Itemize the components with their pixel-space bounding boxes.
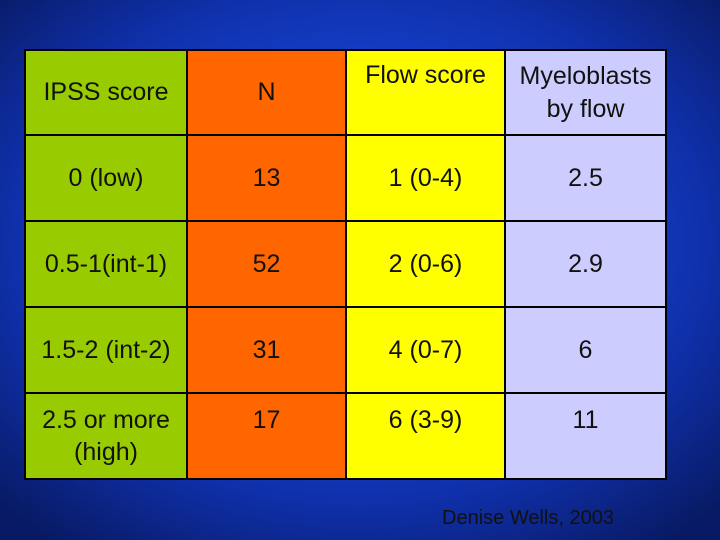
header-n: N [188,51,345,134]
cell-flow-row-4: 6 (3-9) [347,394,504,478]
cell-ipss-row-4: 2.5 or more (high) [26,394,186,478]
cell-ipss-row-2: 0.5-1(int-1) [26,222,186,306]
column-flow-score: Flow score 1 (0-4) 2 (0-6) 4 (0-7) 6 (3-… [346,49,505,480]
column-n: N 13 52 31 17 [187,49,346,480]
header-ipss-score: IPSS score [26,51,186,134]
column-myeloblasts: Myeloblasts by flow 2.5 2.9 6 11 [505,49,667,480]
cell-n-row-3: 31 [188,308,345,392]
cell-ipss-row-3: 1.5-2 (int-2) [26,308,186,392]
cell-n-row-1: 13 [188,136,345,220]
cell-ipss-row-1: 0 (low) [26,136,186,220]
author-credit: Denise Wells, 2003 [442,507,614,529]
cell-myeloblasts-row-1: 2.5 [506,136,665,220]
header-flow-score: Flow score [347,51,504,134]
cell-flow-row-1: 1 (0-4) [347,136,504,220]
cell-myeloblasts-row-3: 6 [506,308,665,392]
column-ipss-score: IPSS score 0 (low) 0.5-1(int-1) 1.5-2 (i… [24,49,187,480]
cell-flow-row-2: 2 (0-6) [347,222,504,306]
cell-n-row-2: 52 [188,222,345,306]
header-myeloblasts: Myeloblasts by flow [506,51,665,134]
cell-n-row-4: 17 [188,394,345,478]
cell-myeloblasts-row-2: 2.9 [506,222,665,306]
cell-myeloblasts-row-4: 11 [506,394,665,478]
cell-flow-row-3: 4 (0-7) [347,308,504,392]
data-table: IPSS score 0 (low) 0.5-1(int-1) 1.5-2 (i… [24,49,667,480]
